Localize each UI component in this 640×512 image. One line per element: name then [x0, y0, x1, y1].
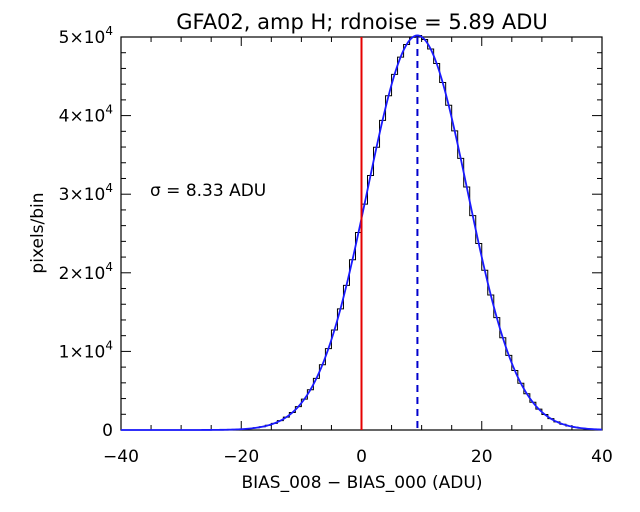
y-tick-label: 5×104 [59, 24, 113, 48]
sigma-annotation: σ = 8.33 ADU [150, 181, 266, 201]
x-tick-label: 40 [591, 447, 613, 467]
y-tick-label: 2×104 [59, 260, 113, 284]
y-tick-labels: 0 1×104 2×104 3×104 4×104 5×104 [59, 24, 113, 441]
x-axis-label: BIAS_008 − BIAS_000 (ADU) [242, 473, 483, 493]
axis-ticks [120, 36, 603, 431]
y-axis-label: pixels/bin [28, 192, 48, 273]
x-tick-label: −20 [223, 447, 259, 467]
x-tick-label: 0 [356, 447, 367, 467]
x-tick-label: 20 [471, 447, 493, 467]
y-tick-label: 1×104 [59, 338, 113, 362]
y-tick-label: 0 [102, 421, 113, 441]
y-tick-label: 4×104 [59, 103, 113, 127]
x-tick-label: −40 [103, 447, 139, 467]
x-tick-labels: −40 −20 0 20 40 [103, 447, 613, 467]
chart-title: GFA02, amp H; rdnoise = 5.89 ADU [176, 10, 547, 34]
y-tick-label: 3×104 [59, 181, 113, 205]
